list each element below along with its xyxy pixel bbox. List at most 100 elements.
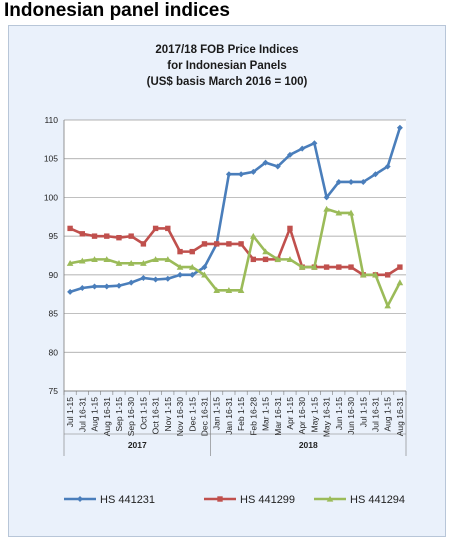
series-hs-441294: [66, 205, 404, 309]
data-point: [91, 256, 98, 262]
x-tick-label: Aug 1-15: [90, 397, 100, 432]
data-point: [177, 248, 183, 255]
data-point: [128, 233, 134, 239]
data-point: [323, 205, 330, 212]
chart-panel: 2017/18 FOB Price Indices for Indonesian …: [8, 25, 446, 537]
series-hs-441231: [67, 124, 403, 295]
chart-title: 2017/18 FOB Price Indices for Indonesian …: [147, 44, 308, 88]
x-tick-label: Jul 16-31: [370, 397, 380, 432]
chart-title-line-2: for Indonesian Panels: [167, 60, 287, 72]
data-point: [347, 209, 355, 216]
series-line: [69, 227, 401, 277]
x-tick-label: Jun 16-30: [346, 397, 356, 435]
data-point: [66, 259, 74, 266]
data-point: [262, 248, 269, 255]
data-point: [372, 171, 379, 178]
y-tick-label: 110: [44, 115, 58, 125]
x-tick-label: Sep 16-30: [126, 397, 136, 436]
data-point: [359, 271, 367, 278]
data-point: [286, 256, 294, 262]
data-point: [79, 257, 86, 264]
y-tick-label: 95: [49, 231, 59, 241]
chart-title-line-3: (US$ basis March 2016 = 100): [147, 76, 308, 88]
y-tick-label: 75: [49, 386, 59, 396]
data-point: [286, 151, 293, 158]
data-point: [79, 231, 86, 237]
data-point: [103, 256, 111, 262]
data-point: [311, 263, 318, 270]
x-tick-label: Aug 16-31: [102, 397, 112, 436]
y-tick-label: 105: [44, 154, 58, 164]
series-line: [69, 127, 402, 294]
y-tick-label: 85: [49, 309, 59, 319]
data-point: [91, 283, 98, 290]
x-tick-label: Jan 16-31: [224, 397, 234, 435]
data-point: [311, 140, 318, 147]
y-tick-label: 100: [44, 192, 58, 202]
data-point: [79, 285, 86, 292]
data-point: [262, 256, 269, 263]
data-point: [177, 271, 184, 278]
data-point: [213, 287, 220, 293]
legend-item: HS 441294: [314, 494, 405, 506]
data-point: [238, 241, 244, 247]
data-point: [226, 241, 232, 247]
data-point: [274, 163, 281, 170]
data-point: [287, 225, 293, 232]
data-point: [323, 194, 330, 201]
data-point: [274, 256, 282, 262]
x-tick-label: Apr 1-15: [285, 397, 295, 430]
data-point: [250, 232, 257, 239]
series-line: [69, 207, 402, 308]
x-tick-label: Nov 1-15: [163, 397, 173, 432]
page-heading: Indonesian panel indices: [4, 0, 230, 21]
x-tick-label: Jun 1-15: [334, 397, 344, 430]
legend-label: HS 441231: [100, 494, 155, 506]
data-point: [189, 248, 195, 255]
plot-area: [64, 120, 406, 391]
data-point: [201, 264, 208, 271]
data-point: [335, 178, 342, 185]
data-point: [335, 209, 343, 216]
x-tick-label: Mar 1-15: [261, 397, 271, 431]
data-point: [127, 259, 135, 266]
data-point: [189, 271, 196, 278]
data-point: [397, 264, 403, 270]
data-point: [152, 276, 159, 283]
data-point: [237, 287, 245, 293]
x-axis: Jul 1-15 Jul 16-31 Aug 1-15 Aug 16-31 Sep 1-…: [63, 390, 407, 456]
x-tick-label: Dec 16-31: [199, 397, 209, 436]
data-point: [250, 256, 257, 263]
x-tick-label: Aug 16-31: [395, 397, 405, 436]
data-point: [164, 275, 171, 282]
data-point: [115, 259, 123, 266]
data-point: [336, 264, 342, 270]
x-tick-label: Dec 1-15: [187, 397, 197, 432]
data-point: [140, 241, 147, 247]
data-point: [176, 263, 184, 270]
x-tick-label: Mar 16-31: [273, 397, 283, 436]
data-point: [140, 274, 147, 281]
data-point: [103, 283, 110, 290]
data-point: [396, 279, 404, 286]
data-point: [384, 272, 391, 278]
legend-item: HS 441231: [64, 494, 155, 506]
data-point: [67, 225, 73, 232]
data-point: [250, 168, 257, 175]
legend-marker: [326, 495, 334, 502]
data-point: [165, 225, 171, 232]
data-point: [348, 264, 354, 270]
data-point: [225, 171, 232, 178]
x-tick-label: Feb 1-15: [236, 397, 246, 431]
chart-title-line-1: 2017/18 FOB Price Indices: [155, 44, 298, 56]
data-point: [372, 271, 379, 278]
legend-label: HS 441294: [350, 494, 405, 506]
data-point: [128, 279, 135, 286]
x-tick-label: May 1-15: [309, 397, 319, 433]
series-group: [66, 124, 404, 309]
data-point: [360, 178, 367, 185]
year-label-2018: 2018: [299, 440, 318, 450]
legend-item: HS 441299: [204, 494, 295, 506]
legend: HS 441231 HS 441299 HS 441294: [64, 494, 405, 506]
data-point: [396, 124, 403, 131]
